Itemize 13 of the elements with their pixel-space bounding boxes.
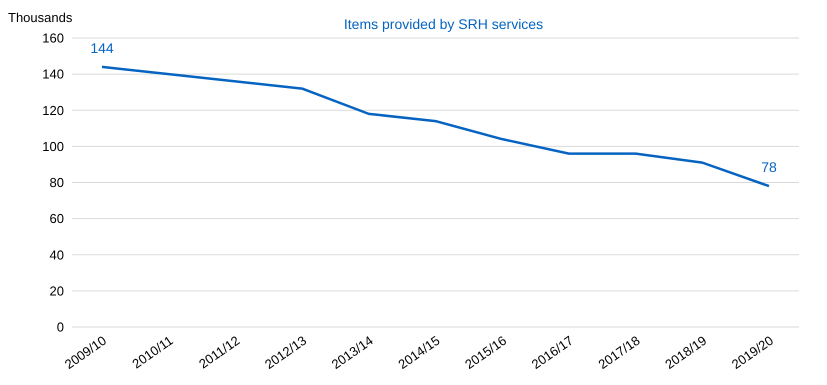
y-tick-label: 60 [50,211,64,226]
y-tick-label: 120 [42,102,64,118]
y-tick-label: 0 [56,320,64,335]
data-label: 78 [761,159,777,176]
y-tick-label: 40 [50,247,64,262]
chart-title: Items provided by SRH services [344,16,544,32]
y-tick-label: 80 [50,175,64,190]
y-tick-label: 100 [42,138,64,154]
y-tick-label: 160 [42,30,64,46]
data-label: 144 [90,40,114,56]
y-tick-label: 20 [50,283,64,298]
y-tick-label: 140 [42,66,64,82]
y-axis-title: Thousands [8,10,72,25]
